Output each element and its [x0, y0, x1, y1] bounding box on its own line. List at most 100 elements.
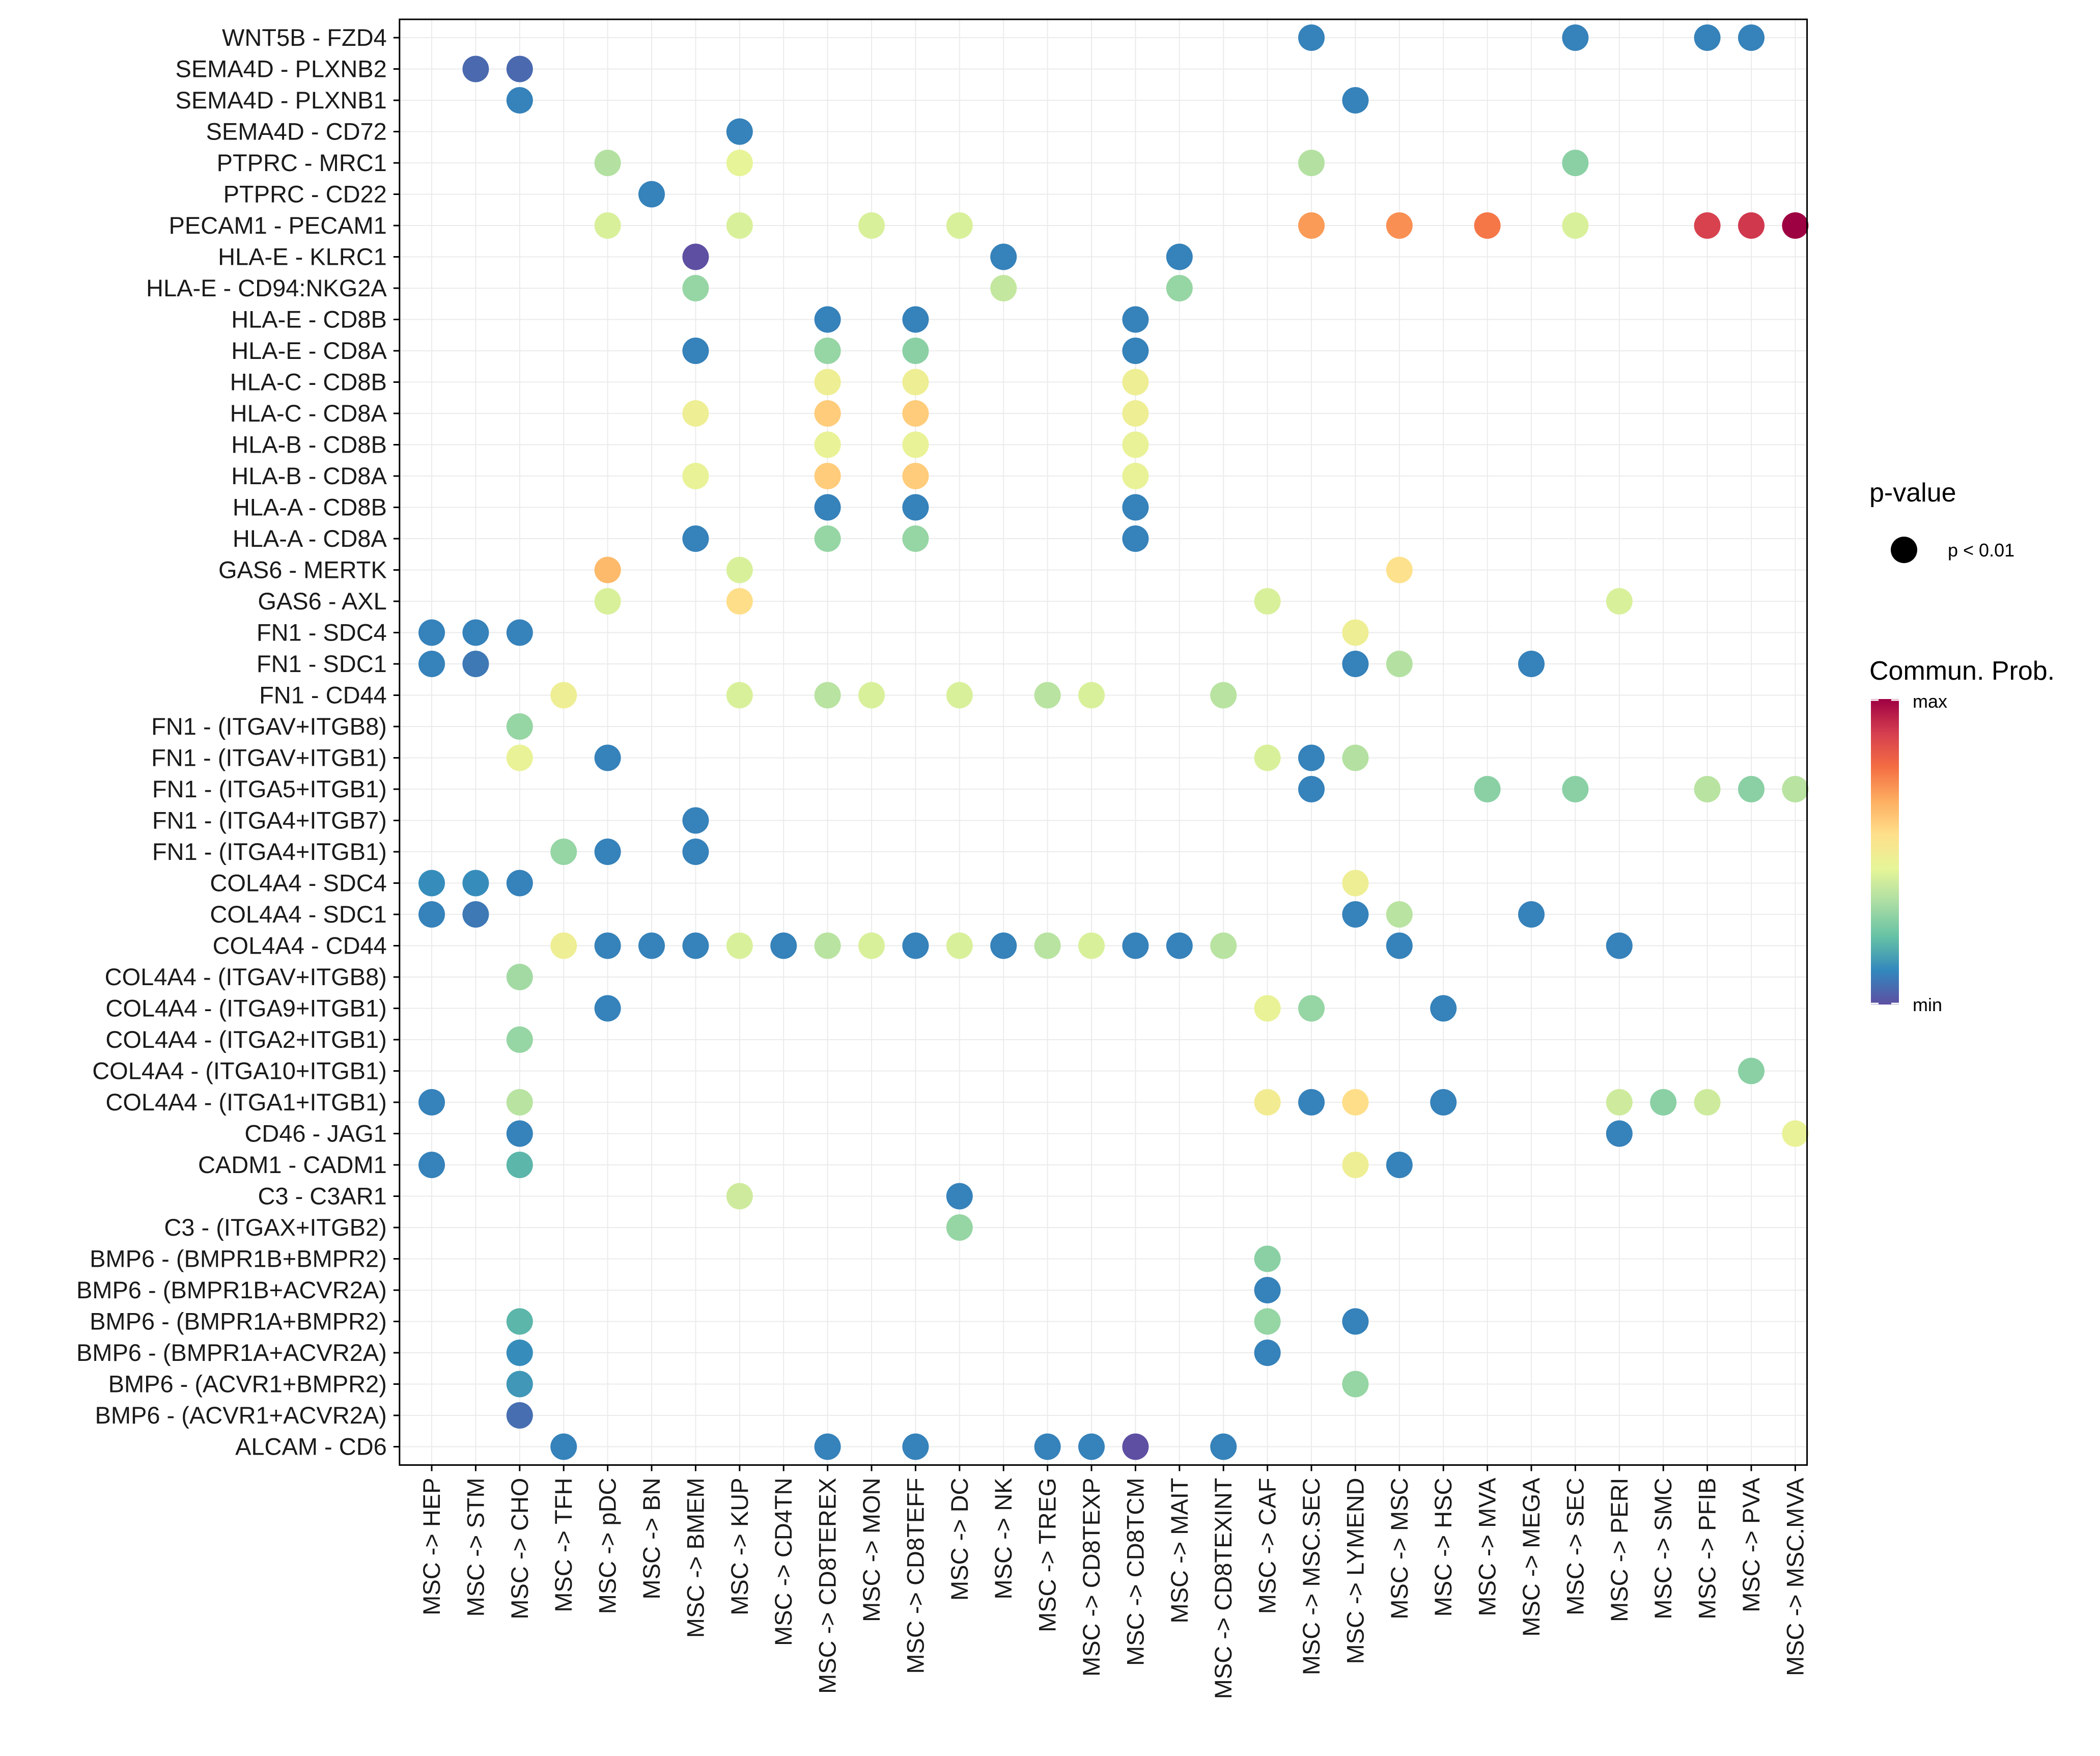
data-point	[1342, 1371, 1369, 1398]
data-point	[418, 619, 445, 646]
data-point	[902, 400, 929, 427]
data-point	[682, 932, 709, 959]
data-point	[726, 932, 753, 959]
x-tick-label: MSC -> BN	[638, 1478, 665, 1600]
data-point	[1694, 212, 1721, 239]
y-tick-label: FN1 - (ITGA4+ITGB1)	[152, 838, 387, 865]
data-point	[1298, 1089, 1325, 1116]
data-point	[550, 839, 577, 865]
x-axis: MSC -> HEP MSC -> STM MSC -> CHO MSC -> TFH…	[418, 1465, 1808, 1699]
data-point	[1254, 1245, 1281, 1272]
y-tick-label: HLA-E - CD8B	[231, 306, 387, 333]
x-tick-label: MSC -> NK	[990, 1478, 1017, 1600]
data-point	[814, 463, 841, 489]
y-tick-label: FN1 - SDC4	[257, 619, 387, 646]
data-point	[1034, 1433, 1061, 1460]
data-point	[1694, 776, 1721, 802]
data-point	[902, 338, 929, 364]
y-tick-label: ALCAM - CD6	[235, 1433, 387, 1460]
data-point	[594, 744, 621, 771]
data-point	[506, 1152, 533, 1178]
data-point	[1166, 243, 1193, 270]
data-point	[1386, 212, 1413, 239]
data-point	[814, 682, 841, 709]
data-point	[506, 1089, 533, 1116]
data-point	[1738, 1057, 1765, 1084]
y-tick-label: COL4A4 - (ITGA2+ITGB1)	[105, 1026, 386, 1053]
data-point	[858, 212, 885, 239]
data-point	[506, 1371, 533, 1398]
data-point	[1474, 776, 1501, 802]
data-point	[946, 1214, 973, 1241]
data-point	[1342, 744, 1369, 771]
data-point	[1034, 682, 1061, 709]
data-point	[902, 1433, 929, 1460]
y-tick-label: COL4A4 - (ITGA10+ITGB1)	[92, 1057, 387, 1084]
data-point	[1694, 24, 1721, 51]
colorbar	[1871, 699, 1899, 1005]
data-point	[594, 932, 621, 959]
data-point	[814, 306, 841, 333]
data-point	[1122, 431, 1149, 458]
y-tick-label: GAS6 - MERTK	[218, 556, 387, 583]
data-point	[1562, 776, 1589, 802]
data-point	[1078, 932, 1105, 959]
data-point	[814, 400, 841, 427]
y-tick-label: GAS6 - AXL	[258, 588, 386, 615]
data-point	[1738, 24, 1765, 51]
data-point	[506, 870, 533, 897]
x-tick-label: MSC -> PERI	[1606, 1478, 1633, 1622]
data-point	[770, 932, 797, 959]
data-point	[462, 651, 489, 677]
data-point	[1342, 1308, 1369, 1335]
data-point	[1254, 588, 1281, 615]
x-tick-label: MSC -> CHO	[506, 1478, 533, 1620]
x-tick-label: MSC -> MEGA	[1518, 1478, 1545, 1637]
y-tick-label: C3 - C3AR1	[258, 1183, 386, 1210]
colorbar-min-label: min	[1913, 994, 1942, 1015]
data-point	[946, 212, 973, 239]
data-point	[1386, 556, 1413, 583]
x-tick-label: MSC -> PFIB	[1694, 1478, 1721, 1620]
data-point	[726, 150, 753, 176]
data-point	[1166, 275, 1193, 301]
y-tick-label: HLA-B - CD8A	[231, 462, 387, 489]
data-point	[1122, 306, 1149, 333]
data-point	[1122, 338, 1149, 364]
data-point	[1298, 150, 1325, 176]
y-tick-label: HLA-C - CD8A	[230, 400, 387, 427]
data-point	[594, 995, 621, 1022]
data-point	[682, 807, 709, 834]
data-point	[814, 932, 841, 959]
data-point	[990, 275, 1017, 301]
y-tick-label: PTPRC - CD22	[223, 181, 387, 208]
y-tick-label: BMP6 - (BMPR1B+BMPR2)	[90, 1245, 387, 1272]
data-point	[1562, 212, 1589, 239]
y-tick-label: WNT5B - FZD4	[222, 24, 387, 51]
data-point	[682, 839, 709, 865]
data-point	[1606, 1120, 1633, 1147]
data-point	[506, 1308, 533, 1335]
x-tick-label: MSC -> MAIT	[1166, 1478, 1193, 1624]
y-tick-label: COL4A4 - (ITGAV+ITGB8)	[105, 963, 387, 990]
data-point	[858, 682, 885, 709]
data-point	[462, 870, 489, 897]
data-point	[858, 932, 885, 959]
data-point	[946, 932, 973, 959]
colorbar-max-label: max	[1913, 691, 1947, 712]
data-point	[1342, 901, 1369, 928]
data-point	[990, 932, 1017, 959]
y-tick-label: PTPRC - MRC1	[217, 149, 387, 176]
x-tick-label: MSC -> CD8TEFF	[902, 1478, 929, 1674]
data-point	[1606, 932, 1633, 959]
x-tick-label: MSC -> MSC.MVA	[1781, 1478, 1808, 1676]
data-point	[1738, 776, 1765, 802]
data-point	[1738, 212, 1765, 239]
data-point	[1430, 1089, 1457, 1116]
x-tick-label: MSC -> HEP	[418, 1478, 445, 1615]
x-tick-label: MSC -> pDC	[594, 1478, 621, 1614]
data-point	[1034, 932, 1061, 959]
y-tick-label: BMP6 - (BMPR1A+ACVR2A)	[76, 1339, 387, 1366]
